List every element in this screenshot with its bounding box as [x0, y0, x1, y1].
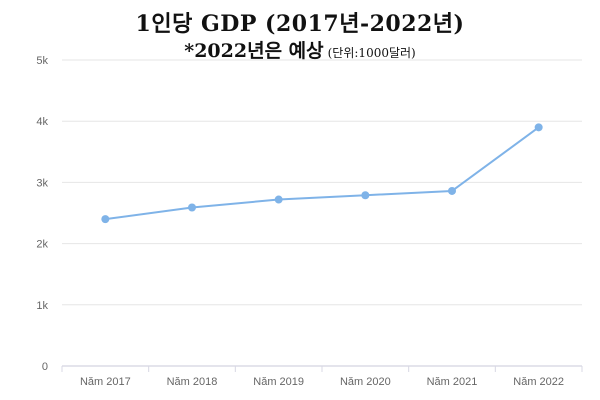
y-tick-label: 2k	[36, 239, 48, 251]
series-line	[105, 126, 540, 221]
y-tick-label: 0	[42, 361, 48, 373]
chart-unit-note: (단위:1000달러)	[327, 46, 416, 60]
x-tick-label: Năm 2021	[427, 376, 478, 388]
data-point	[101, 215, 110, 224]
y-tick-label: 4k	[36, 116, 48, 128]
y-tick-label: 3k	[36, 177, 48, 189]
data-point	[188, 203, 196, 212]
x-tick-label: Năm 2017	[80, 376, 131, 388]
chart-subtitle-text: *2022년은 예상	[184, 40, 324, 62]
x-tick-label: Năm 2020	[340, 376, 391, 388]
data-point	[448, 186, 456, 195]
x-tick-label: Năm 2022	[513, 376, 564, 388]
data-point	[361, 191, 370, 200]
chart-subtitle: *2022년은 예상 (단위:1000달러)	[0, 36, 600, 63]
y-tick-label: 5k	[36, 55, 48, 67]
chart-title: 1인당 GDP (2017년-2022년)	[135, 11, 465, 37]
y-tick-label: 1k	[36, 300, 48, 312]
data-point	[534, 123, 543, 132]
data-point	[274, 195, 283, 204]
x-tick-label: Năm 2018	[167, 376, 218, 388]
x-tick-label: Năm 2019	[253, 376, 304, 388]
